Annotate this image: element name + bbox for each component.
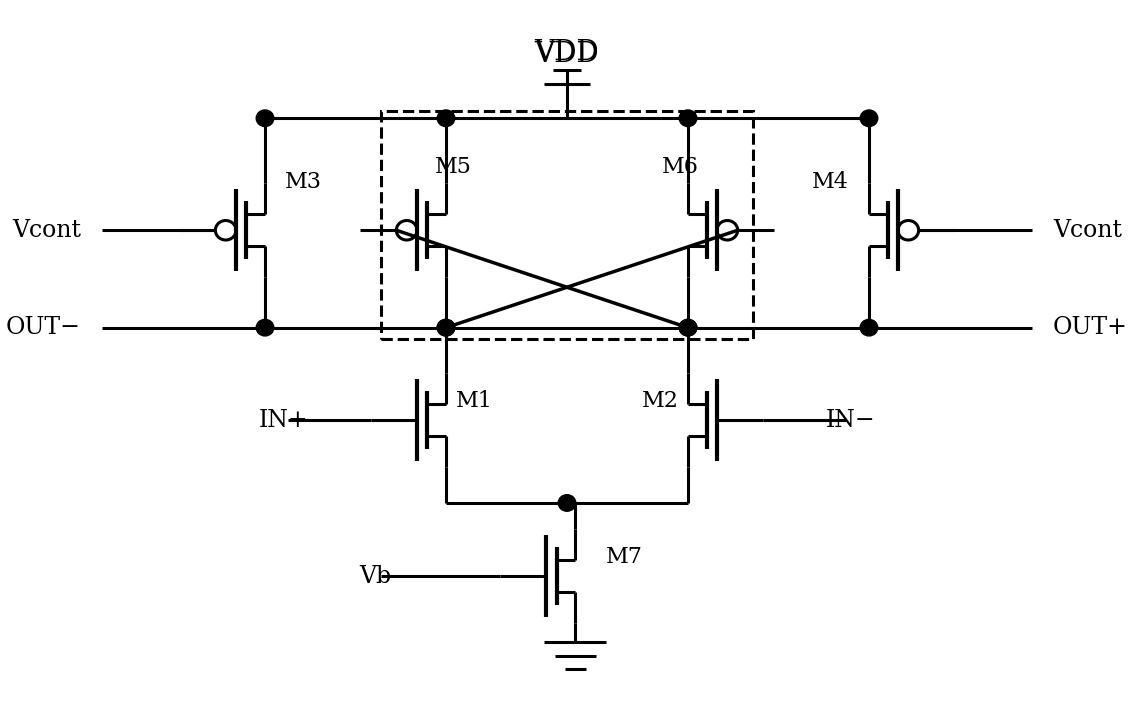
Text: Vb: Vb [359,565,391,588]
Circle shape [679,110,696,127]
Text: OUT−: OUT− [6,316,81,339]
Text: M5: M5 [434,156,472,178]
Text: OUT+: OUT+ [1053,316,1128,339]
Text: Vcont: Vcont [12,219,81,241]
Text: IN+: IN+ [259,409,308,432]
Circle shape [679,320,696,336]
Text: M2: M2 [642,390,678,412]
Text: M3: M3 [285,170,322,193]
Text: VDD: VDD [535,39,599,65]
Text: M4: M4 [812,170,849,193]
Circle shape [438,110,455,127]
Circle shape [558,495,576,511]
Text: Vcont: Vcont [1053,219,1122,241]
Circle shape [256,320,273,336]
Circle shape [679,320,696,336]
Circle shape [256,110,273,127]
Text: M7: M7 [606,546,642,567]
Circle shape [861,110,878,127]
Circle shape [438,320,455,336]
Text: M6: M6 [662,156,700,178]
Text: M1: M1 [456,390,492,412]
Text: IN−: IN− [826,409,875,432]
Circle shape [438,320,455,336]
Bar [381,111,753,339]
Circle shape [861,320,878,336]
Text: VDD: VDD [535,42,599,68]
